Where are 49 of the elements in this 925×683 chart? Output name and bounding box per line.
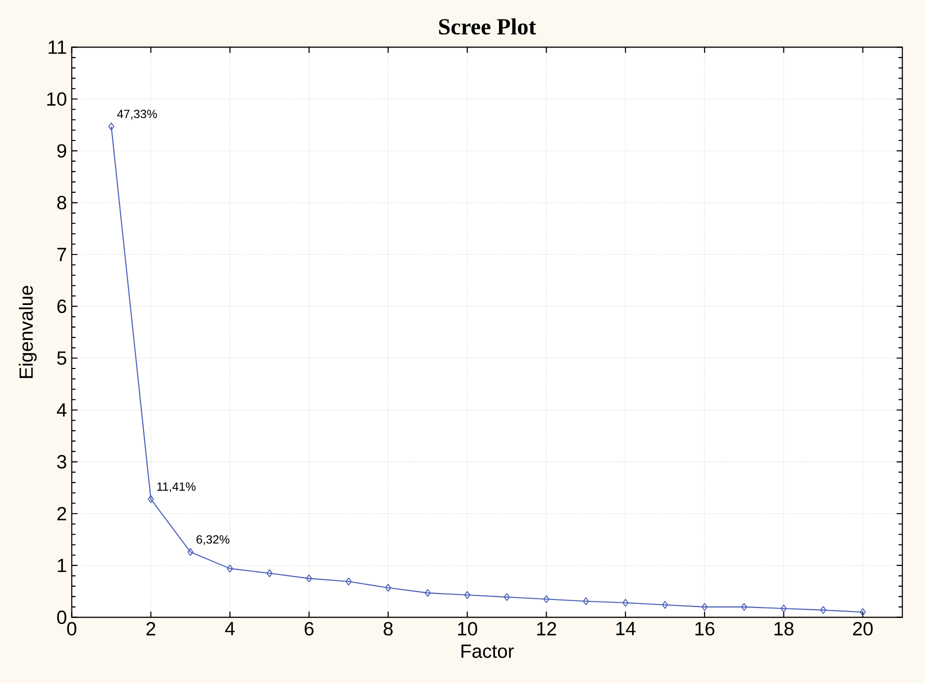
point — [464, 590, 470, 599]
point — [860, 608, 866, 616]
y-axis-title: Eigenvalue — [18, 286, 37, 378]
y-tick-label: 0 — [57, 610, 66, 624]
point — [543, 595, 550, 603]
point — [504, 592, 510, 601]
point — [226, 564, 233, 572]
point — [622, 598, 629, 607]
y-tick-label: 11 — [48, 40, 66, 54]
x-tick-label: 20 — [853, 622, 873, 636]
y-tick-label: 9 — [57, 144, 66, 158]
x-tick-label: 16 — [695, 622, 714, 636]
x-axis-title: Factor — [462, 644, 514, 658]
y-tick-label: 3 — [57, 454, 66, 468]
point — [741, 602, 748, 611]
annotation: 6,32% — [196, 535, 230, 545]
point — [780, 604, 787, 612]
x-tick-label: 2 — [146, 622, 156, 636]
point — [266, 569, 273, 577]
chart-title: Scree Plot — [439, 18, 536, 34]
y-tick-label: 7 — [57, 248, 66, 261]
x-tick-label: 10 — [458, 622, 478, 636]
x-tick-label: 4 — [225, 622, 235, 635]
x-tick-label: 12 — [537, 622, 556, 636]
point — [306, 574, 312, 582]
x-tick-label: 6 — [304, 622, 314, 636]
point — [346, 577, 352, 586]
point — [187, 548, 194, 556]
x-tick-label: 8 — [384, 622, 393, 636]
point — [702, 602, 708, 611]
point — [148, 495, 154, 503]
y-tick-label: 4 — [56, 403, 66, 416]
y-tick-label: 6 — [57, 299, 66, 313]
y-tick-label: 1 — [58, 558, 66, 572]
point — [662, 600, 668, 609]
y-tick-label: 8 — [57, 196, 66, 210]
y-tick-label: 2 — [57, 506, 66, 520]
point — [108, 122, 114, 130]
x-tick-label: 14 — [616, 622, 636, 635]
x-tick-label: 0 — [67, 622, 76, 636]
point — [385, 584, 392, 592]
point — [424, 588, 431, 597]
point — [820, 606, 826, 614]
point — [582, 597, 589, 605]
y-tick-label: 5 — [57, 351, 66, 365]
annotation: 47,33% — [117, 110, 157, 120]
x-tick-label: 18 — [774, 622, 794, 636]
y-tick-label: 10 — [47, 92, 66, 106]
annotation: 11,41% — [157, 482, 196, 492]
